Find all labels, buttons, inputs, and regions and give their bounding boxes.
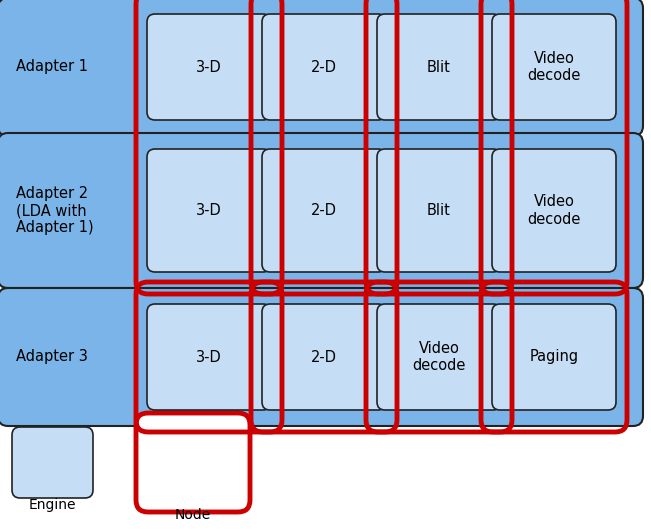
FancyBboxPatch shape (147, 14, 271, 120)
FancyBboxPatch shape (377, 149, 501, 272)
Text: Adapter 2
(LDA with
Adapter 1): Adapter 2 (LDA with Adapter 1) (16, 186, 94, 235)
FancyBboxPatch shape (147, 149, 271, 272)
Text: 3-D: 3-D (196, 59, 222, 74)
FancyBboxPatch shape (0, 288, 643, 426)
FancyBboxPatch shape (377, 304, 501, 410)
FancyBboxPatch shape (262, 149, 386, 272)
Text: 2-D: 2-D (311, 349, 337, 364)
FancyBboxPatch shape (0, 133, 643, 288)
Text: 3-D: 3-D (196, 203, 222, 218)
FancyBboxPatch shape (492, 14, 616, 120)
Text: Blit: Blit (427, 203, 451, 218)
FancyBboxPatch shape (147, 304, 271, 410)
Text: 2-D: 2-D (311, 203, 337, 218)
FancyBboxPatch shape (262, 304, 386, 410)
Text: Node: Node (175, 508, 211, 522)
FancyBboxPatch shape (377, 14, 501, 120)
Text: Adapter 1: Adapter 1 (16, 59, 88, 74)
FancyBboxPatch shape (492, 304, 616, 410)
Text: 3-D: 3-D (196, 349, 222, 364)
Text: Video
decode: Video decode (527, 194, 581, 227)
Text: Engine: Engine (28, 498, 76, 512)
FancyBboxPatch shape (0, 0, 643, 136)
Text: Video
decode: Video decode (527, 51, 581, 83)
FancyBboxPatch shape (136, 413, 250, 512)
FancyBboxPatch shape (12, 427, 93, 498)
Text: Paging: Paging (529, 349, 579, 364)
Text: 2-D: 2-D (311, 59, 337, 74)
Text: Adapter 3: Adapter 3 (16, 349, 88, 364)
FancyBboxPatch shape (492, 149, 616, 272)
Text: Video
decode: Video decode (412, 341, 465, 373)
FancyBboxPatch shape (262, 14, 386, 120)
Text: Blit: Blit (427, 59, 451, 74)
